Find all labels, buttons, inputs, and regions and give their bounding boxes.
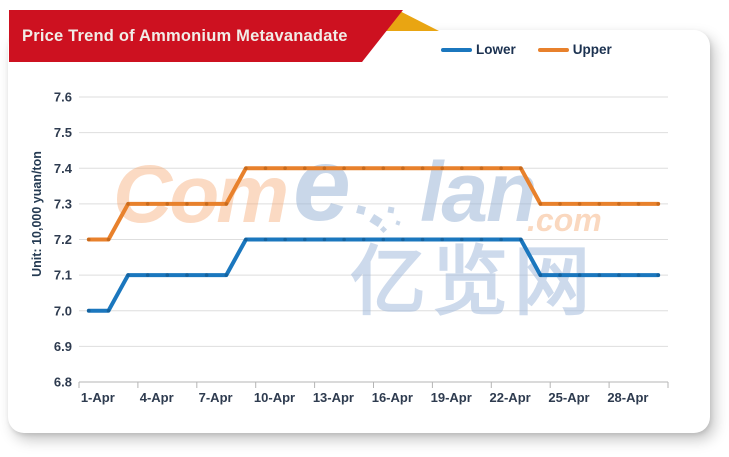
x-tick-label: 22-Apr bbox=[490, 390, 531, 405]
upper-data-point bbox=[617, 202, 621, 206]
upper-data-point bbox=[126, 202, 130, 206]
y-tick-label: 7.6 bbox=[54, 90, 72, 105]
upper-data-point bbox=[499, 166, 503, 170]
lower-data-point bbox=[87, 308, 91, 313]
lower-data-point bbox=[420, 237, 425, 242]
lower-data-point bbox=[145, 273, 150, 277]
lower-data-point bbox=[381, 237, 386, 242]
lower-data-point bbox=[165, 273, 170, 277]
upper-data-point bbox=[303, 166, 307, 170]
upper-data-point bbox=[420, 166, 425, 170]
upper-data-point bbox=[204, 202, 209, 206]
lower-data-point bbox=[303, 237, 307, 242]
legend-item-lower[interactable]: Lower bbox=[441, 42, 516, 57]
upper-data-point bbox=[656, 202, 660, 206]
lower-data-point bbox=[322, 237, 327, 242]
upper-data-point bbox=[597, 202, 602, 206]
lower-data-point bbox=[440, 237, 445, 242]
lower-data-point bbox=[597, 273, 602, 277]
lower-data-point bbox=[479, 237, 484, 242]
x-tick-label: 1-Apr bbox=[81, 390, 115, 405]
upper-data-point bbox=[440, 166, 445, 170]
y-tick-label: 6.9 bbox=[54, 339, 72, 354]
lower-data-point bbox=[401, 237, 405, 242]
upper-data-point bbox=[460, 166, 464, 170]
upper-data-point bbox=[185, 202, 189, 206]
lower-line-swatch bbox=[441, 47, 472, 52]
y-tick-label: 7.3 bbox=[54, 196, 72, 211]
upper-data-point bbox=[224, 202, 229, 206]
upper-data-point bbox=[283, 166, 287, 170]
upper-data-point bbox=[479, 166, 484, 170]
legend-label: Lower bbox=[476, 42, 516, 57]
upper-series-line[interactable] bbox=[86, 166, 661, 242]
x-tick-label: 4-Apr bbox=[140, 390, 174, 405]
upper-data-point bbox=[636, 202, 641, 206]
lower-data-point bbox=[224, 273, 229, 277]
upper-data-point bbox=[558, 202, 562, 206]
lower-data-point bbox=[106, 308, 111, 313]
y-tick-label: 7.4 bbox=[54, 161, 73, 176]
page-title: Price Trend of Ammonium Metavanadate bbox=[22, 27, 348, 45]
lower-data-point bbox=[342, 237, 346, 242]
upper-data-point bbox=[401, 166, 405, 170]
upper-data-point bbox=[263, 166, 268, 170]
upper-data-point bbox=[322, 166, 327, 170]
lower-data-point bbox=[361, 237, 366, 242]
lower-data-point bbox=[283, 237, 287, 242]
upper-data-point bbox=[538, 202, 543, 206]
x-tick-label: 16-Apr bbox=[372, 390, 413, 405]
upper-data-point bbox=[381, 166, 386, 170]
y-tick-label: 7.1 bbox=[54, 268, 72, 283]
x-tick-label: 13-Apr bbox=[313, 390, 354, 405]
lower-data-point bbox=[263, 237, 268, 242]
upper-data-point bbox=[577, 202, 582, 206]
upper-data-point bbox=[342, 166, 346, 170]
lower-data-point bbox=[617, 273, 621, 277]
lower-data-point bbox=[577, 273, 582, 277]
x-tick-label: 28-Apr bbox=[607, 390, 648, 405]
upper-data-point bbox=[165, 202, 170, 206]
x-tick-label: 25-Apr bbox=[548, 390, 589, 405]
y-tick-label: 7.5 bbox=[54, 125, 72, 140]
y-tick-label: 7.2 bbox=[54, 232, 72, 247]
upper-data-point bbox=[361, 166, 366, 170]
lower-data-point bbox=[185, 273, 189, 277]
y-tick-label: 7.0 bbox=[54, 303, 72, 318]
x-tick-label: 10-Apr bbox=[254, 390, 295, 405]
upper-data-point bbox=[87, 237, 91, 242]
upper-line-swatch bbox=[537, 47, 569, 52]
legend-label: Upper bbox=[572, 42, 612, 57]
lower-data-point bbox=[244, 237, 248, 242]
upper-data-point bbox=[244, 166, 248, 170]
lower-data-point bbox=[636, 273, 641, 277]
upper-data-point bbox=[519, 166, 523, 170]
lower-data-point bbox=[460, 237, 464, 242]
title-banner: Price Trend of Ammonium Metavanadate bbox=[9, 10, 403, 62]
lower-data-point bbox=[558, 273, 562, 277]
lower-data-point bbox=[204, 273, 209, 277]
upper-data-point bbox=[145, 202, 150, 206]
lower-series-line[interactable] bbox=[86, 237, 661, 313]
x-tick-label: 19-Apr bbox=[431, 390, 472, 405]
y-axis-title: Unit: 10,000 yuan/ton bbox=[30, 151, 44, 277]
legend: Lower Upper bbox=[441, 42, 612, 57]
lower-data-point bbox=[538, 273, 543, 277]
y-tick-label: 6.8 bbox=[54, 375, 72, 390]
legend-item-upper[interactable]: Upper bbox=[537, 42, 612, 57]
x-tick-label: 7-Apr bbox=[199, 390, 233, 405]
upper-data-point bbox=[106, 237, 111, 242]
lower-data-point bbox=[499, 237, 503, 242]
lower-data-point bbox=[519, 237, 523, 242]
lower-data-point bbox=[126, 273, 130, 277]
lower-data-point bbox=[656, 273, 660, 277]
